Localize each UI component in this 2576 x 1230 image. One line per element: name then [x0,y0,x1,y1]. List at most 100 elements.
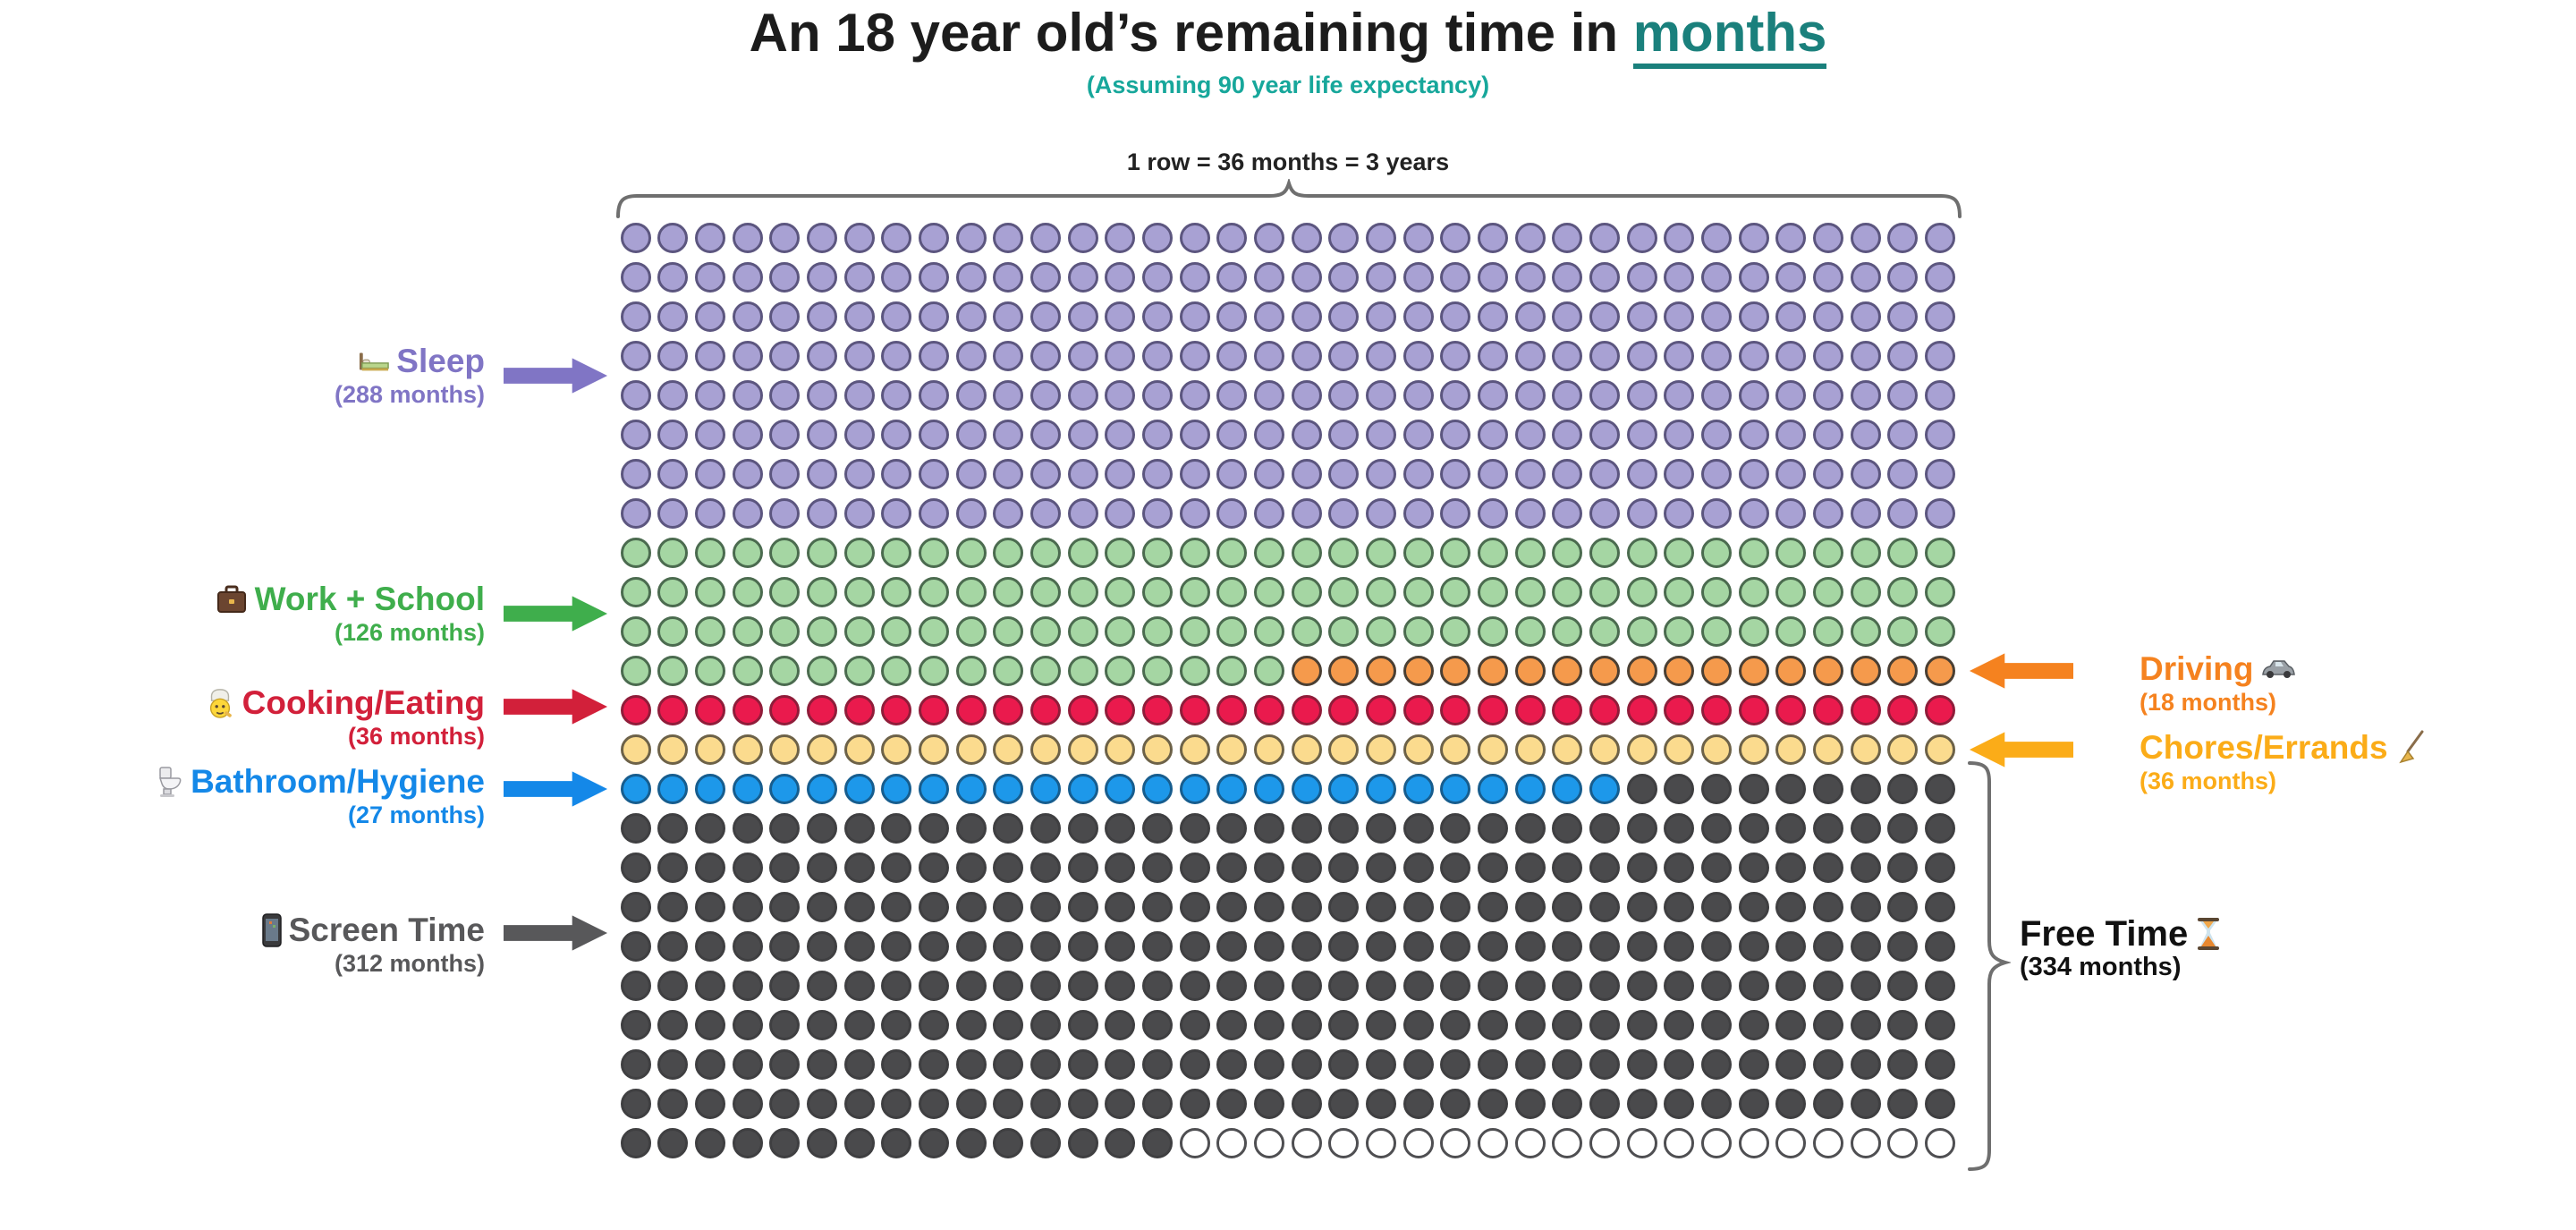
month-dot-sleep [695,262,726,293]
month-dot-screen [1254,1010,1285,1040]
month-dot-screen [657,892,689,922]
month-dot-work [1589,577,1621,607]
month-dot-screen [620,1128,651,1158]
month-dot-screen [1775,813,1807,844]
month-dot-screen [955,1049,987,1080]
month-dot-screen [919,1089,950,1119]
month-dot-work [620,577,651,607]
month-dot-sleep [1738,380,1769,411]
month-dot-screen [1030,971,1062,1001]
month-dot-sleep [955,459,987,489]
month-dot-sleep [695,301,726,332]
month-dot-screen [1887,1089,1919,1119]
month-dot-work [955,656,987,686]
month-dot-sleep [1701,301,1733,332]
month-dot-screen [1589,971,1621,1001]
month-dot-cooking [1030,695,1062,725]
month-dot-sleep [1216,223,1248,253]
month-dot-work [1514,577,1546,607]
month-dot-screen [1738,774,1769,804]
month-dot-screen [1478,892,1509,922]
month-dot-sleep [1030,223,1062,253]
month-dot-sleep [1402,262,1434,293]
month-dot-work [881,538,912,568]
month-dot-screen [1291,1089,1322,1119]
month-dot-sleep [1402,341,1434,371]
month-dot-screen [1738,1010,1769,1040]
month-dot-sleep [1813,301,1844,332]
month-dot-screen [1402,853,1434,883]
month-dot-screen [993,813,1024,844]
month-dot-screen [881,1128,912,1158]
month-dot-screen [695,1089,726,1119]
month-dot-sleep [843,420,875,450]
month-dot-screen [919,1049,950,1080]
month-dot-cooking [1216,695,1248,725]
month-dot-cooking [955,695,987,725]
month-dot-driving [1366,656,1397,686]
label-screen: Screen Time (312 months) [261,912,485,979]
month-dot-screen [1067,1128,1098,1158]
month-dot-driving [1589,656,1621,686]
month-dot-screen [732,1089,763,1119]
month-dot-cooking [1142,695,1174,725]
month-dot-screen [1552,853,1583,883]
month-dot-sleep [807,420,838,450]
month-dot-screen [1701,971,1733,1001]
month-dot-work [1030,656,1062,686]
month-dot-screen [1813,931,1844,962]
month-dot-cooking [1738,695,1769,725]
month-dot-sleep [1850,262,1881,293]
month-dot-work [807,656,838,686]
month-dot-chores [1328,734,1360,765]
free-time-brace [1968,761,2011,1171]
month-dot-cooking [1887,695,1919,725]
month-dot-screen [1254,931,1285,962]
month-dot-screen [1626,971,1657,1001]
month-dot-cooking [1440,695,1471,725]
month-dot-sleep [1366,301,1397,332]
month-dot-screen [1142,1049,1174,1080]
month-dot-screen [1328,1010,1360,1040]
month-dot-screen [1216,931,1248,962]
month-dot-work [1738,538,1769,568]
month-dot-sleep [620,262,651,293]
month-dot-screen [1701,1049,1733,1080]
month-dot-screen [1105,931,1136,962]
month-dot-screen [1179,931,1210,962]
month-dot-work [1664,577,1695,607]
month-dot-chores [1142,734,1174,765]
month-dot-screen [1105,853,1136,883]
month-dot-screen [1701,1089,1733,1119]
month-dot-screen [1552,813,1583,844]
month-dot-screen [843,813,875,844]
month-dot-cooking [1067,695,1098,725]
month-dot-screen [807,1089,838,1119]
month-dot-screen [1552,1089,1583,1119]
month-dot-sleep [843,498,875,529]
month-dot-cooking [657,695,689,725]
month-dot-screen [1626,1010,1657,1040]
label-sleep-name: Sleep [396,343,485,379]
month-dot-screen [1067,892,1098,922]
cook-icon [209,689,232,718]
month-dot-sleep [1291,380,1322,411]
month-dot-work [843,656,875,686]
month-dot-sleep [807,380,838,411]
month-dot-work [1030,616,1062,647]
month-dot-sleep [1478,380,1509,411]
month-dot-screen [993,1128,1024,1158]
month-dot-sleep [1030,420,1062,450]
month-dot-screen [1030,1049,1062,1080]
month-dot-screen [732,1128,763,1158]
month-dot-sleep [1478,341,1509,371]
month-dot-bathroom [1440,774,1471,804]
month-dot-sleep [769,223,801,253]
month-dot-cooking [1291,695,1322,725]
month-dot-sleep [1142,262,1174,293]
month-dot-sleep [1328,459,1360,489]
month-dot-screen [1105,1049,1136,1080]
month-dot-screen [1105,1128,1136,1158]
month-dot-screen [1887,853,1919,883]
month-dot-screen [1366,813,1397,844]
